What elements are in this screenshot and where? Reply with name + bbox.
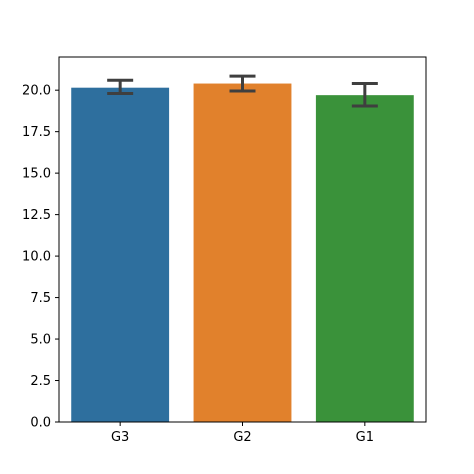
bar-g2 xyxy=(193,83,292,422)
bars-layer xyxy=(71,83,414,423)
y-tick-label: 5.0 xyxy=(30,333,51,348)
y-tick-label: 20.0 xyxy=(22,84,51,99)
bar-g3 xyxy=(71,87,170,423)
y-tick-label: 7.5 xyxy=(30,291,51,306)
errorbars-layer xyxy=(107,74,378,108)
x-axis: G3 G2 G1 xyxy=(111,422,374,445)
y-tick-label: 0.0 xyxy=(30,416,51,431)
x-tick-label-g3: G3 xyxy=(111,430,129,445)
y-tick-label: 15.0 xyxy=(22,167,51,182)
y-tick-label: 10.0 xyxy=(22,250,51,265)
y-tick-label: 12.5 xyxy=(22,208,51,223)
y-axis: 0.0 2.5 5.0 7.5 10.0 12.5 15.0 17.5 20.0 xyxy=(22,84,59,431)
x-tick-label-g2: G2 xyxy=(233,430,251,445)
bar-g1 xyxy=(315,95,414,422)
x-tick-label-g1: G1 xyxy=(356,430,374,445)
y-tick-label: 2.5 xyxy=(30,374,51,389)
y-tick-label: 17.5 xyxy=(22,125,51,140)
